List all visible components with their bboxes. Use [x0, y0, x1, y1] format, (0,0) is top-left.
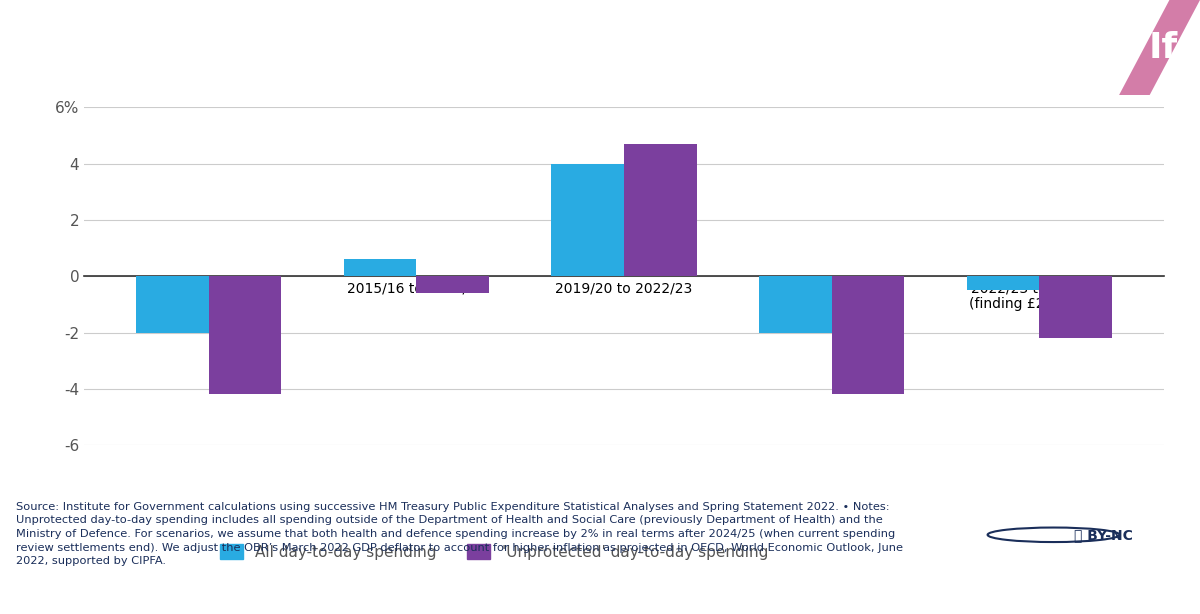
- Bar: [343, 259, 416, 276]
- Legend: All day-to-day spending, 'Unprotected' day-to-day spending: All day-to-day spending, 'Unprotected' d…: [214, 538, 775, 566]
- Bar: [624, 144, 697, 276]
- Bar: [832, 276, 905, 394]
- Bar: [416, 276, 490, 293]
- Text: Average annual change in real day-to-day departmental spending since 2010 and go: Average annual change in real day-to-day…: [16, 24, 944, 43]
- Text: ⓒ BY-NC: ⓒ BY-NC: [1074, 528, 1133, 542]
- Polygon shape: [1120, 0, 1200, 95]
- Bar: [136, 276, 209, 333]
- Bar: [209, 276, 281, 394]
- Bar: [1039, 276, 1112, 338]
- Bar: [967, 276, 1039, 290]
- Bar: [551, 164, 624, 276]
- Text: IfG: IfG: [1148, 31, 1200, 64]
- Text: forwards under different scenarios: forwards under different scenarios: [16, 64, 386, 84]
- Text: Source: Institute for Government calculations using successive HM Treasury Publi: Source: Institute for Government calcula…: [16, 502, 902, 566]
- Bar: [760, 276, 832, 333]
